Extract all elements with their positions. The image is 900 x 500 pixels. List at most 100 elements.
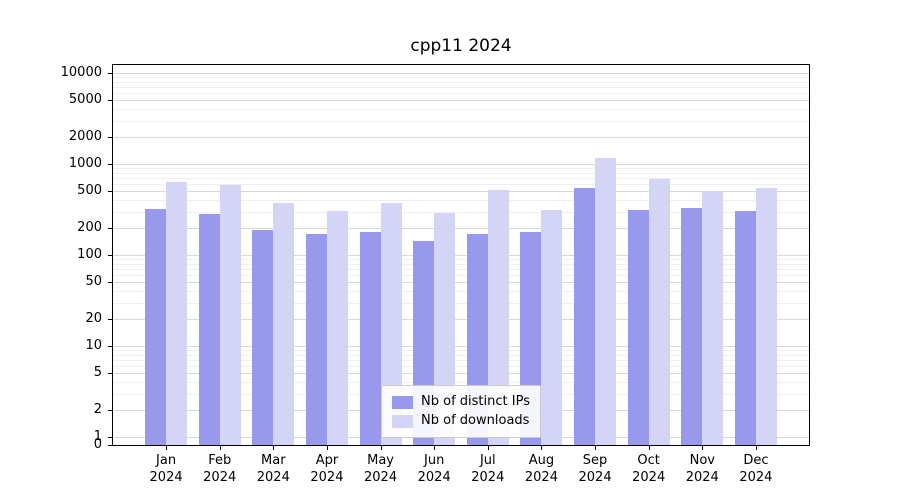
bar-distinct-ips: [359, 232, 381, 445]
gridline-minor: [113, 366, 809, 368]
gridline-major: [113, 282, 809, 284]
legend-item: Nb of distinct IPs: [392, 394, 530, 410]
gridline-minor: [113, 178, 809, 180]
x-tick-label: Oct 2024: [632, 453, 666, 485]
bar-downloads: [648, 179, 670, 445]
y-tick-mark: [108, 437, 112, 438]
plot-area: Nb of distinct IPs Nb of downloads: [112, 64, 810, 446]
y-tick-label: 5: [93, 365, 102, 381]
y-tick-mark: [108, 255, 112, 256]
x-tick-mark: [702, 446, 704, 450]
y-tick-label: 50: [85, 274, 102, 290]
y-tick-label: 2: [93, 401, 102, 417]
gridline-minor: [113, 211, 809, 213]
x-tick-mark: [648, 446, 650, 450]
gridline-minor: [113, 275, 809, 277]
legend-swatch: [392, 395, 414, 409]
bar-downloads: [487, 190, 509, 445]
gridline-minor: [113, 354, 809, 356]
gridline-major: [113, 164, 809, 165]
x-tick-label: Jun 2024: [417, 453, 451, 485]
x-tick-mark: [755, 446, 757, 450]
chart-title: cpp11 2024: [410, 36, 512, 56]
x-tick-label: Nov 2024: [685, 453, 719, 485]
gridline-minor: [113, 302, 809, 304]
gridline-major: [113, 373, 809, 375]
gridline-minor: [113, 184, 809, 186]
y-tick-mark: [108, 445, 112, 446]
y-tick-mark: [108, 73, 112, 74]
bar-distinct-ips: [198, 214, 220, 445]
gridline-minor: [113, 200, 809, 202]
gridline-minor: [113, 168, 809, 170]
bar-downloads: [380, 203, 402, 445]
x-tick-mark: [595, 446, 597, 450]
gridline-minor: [113, 109, 809, 111]
x-tick-mark: [541, 446, 543, 450]
bar-distinct-ips: [574, 188, 596, 445]
bar-downloads: [166, 182, 188, 445]
chart-legend: Nb of distinct IPs Nb of downloads: [381, 385, 541, 438]
gridline-minor: [113, 382, 809, 384]
x-tick-mark: [434, 446, 436, 450]
gridline-major: [113, 136, 809, 138]
y-tick-mark: [108, 164, 112, 165]
gridline-minor: [113, 269, 809, 271]
x-tick-label: Jan 2024: [149, 453, 183, 485]
gridline-minor: [113, 259, 809, 261]
x-tick-label: Sep 2024: [578, 453, 612, 485]
y-tick-label: 500: [77, 183, 102, 199]
gridline-minor: [113, 263, 809, 265]
y-tick-mark: [108, 409, 112, 411]
bar-distinct-ips: [734, 211, 756, 445]
x-tick-mark: [166, 446, 168, 450]
gridline-minor: [113, 172, 809, 174]
bar-distinct-ips: [145, 209, 167, 445]
x-tick-mark: [273, 446, 275, 450]
gridline-minor: [113, 87, 809, 89]
bar-downloads: [273, 203, 295, 445]
legend-label: Nb of distinct IPs: [421, 394, 530, 409]
x-tick-mark: [219, 446, 221, 450]
y-tick-label: 200: [77, 219, 102, 235]
x-tick-label: May 2024: [364, 453, 398, 485]
gridline-major: [113, 73, 809, 74]
y-tick-label: 1000: [68, 156, 102, 171]
y-tick-mark: [108, 191, 112, 193]
bar-downloads: [755, 188, 777, 445]
y-tick-label: 5000: [68, 92, 102, 108]
x-tick-label: Jul 2024: [471, 453, 505, 485]
x-tick-label: Aug 2024: [524, 453, 558, 485]
y-tick-mark: [108, 373, 112, 375]
bar-distinct-ips: [627, 210, 649, 445]
bar-downloads: [702, 192, 724, 445]
gridline-minor: [113, 291, 809, 293]
legend-swatch: [392, 414, 414, 428]
bar-downloads: [541, 210, 563, 445]
bar-distinct-ips: [681, 208, 703, 445]
y-tick-mark: [108, 346, 112, 347]
gridline-major: [113, 318, 809, 320]
x-tick-mark: [326, 446, 328, 450]
y-tick-label: 20: [85, 310, 102, 326]
gridline-minor: [113, 360, 809, 362]
legend-label: Nb of downloads: [421, 413, 530, 428]
y-tick-mark: [108, 100, 112, 102]
y-tick-mark: [108, 227, 112, 229]
gridline-major: [113, 227, 809, 229]
y-tick-label: 2000: [68, 128, 102, 144]
gridline-major: [113, 255, 809, 256]
gridline-minor: [113, 77, 809, 79]
x-tick-label: Feb 2024: [203, 453, 237, 485]
gridline-major: [113, 346, 809, 347]
gridline-major: [113, 191, 809, 193]
y-tick-label: 10000: [60, 65, 102, 80]
bar-distinct-ips: [305, 234, 327, 445]
y-tick-label: 10: [85, 338, 102, 353]
y-tick-label: 0: [93, 437, 102, 452]
x-tick-label: Apr 2024: [310, 453, 344, 485]
gridline-minor: [113, 93, 809, 95]
gridline-major: [113, 100, 809, 102]
bar-downloads: [595, 158, 617, 445]
